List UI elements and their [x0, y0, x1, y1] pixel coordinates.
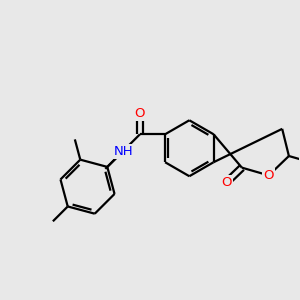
Text: O: O	[263, 169, 274, 182]
Text: NH: NH	[113, 145, 133, 158]
Text: O: O	[135, 107, 145, 120]
Text: O: O	[221, 176, 232, 189]
